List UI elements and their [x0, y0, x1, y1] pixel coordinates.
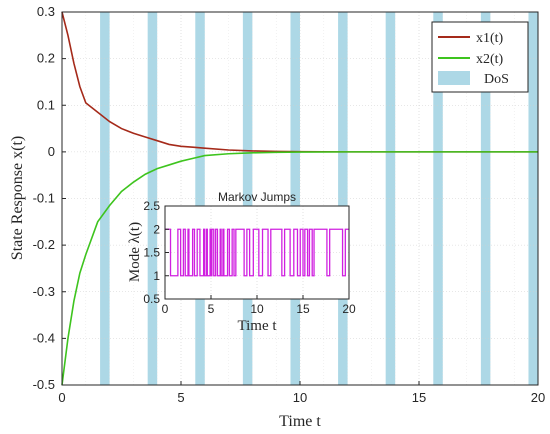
- main-series: [61, 11, 538, 386]
- inset-x-axis-label: Time t: [237, 318, 277, 334]
- main-y-tick-label-3: -0.2: [33, 237, 55, 252]
- inset-y-tick-label-0: 0.5: [143, 292, 160, 306]
- dos-band-6: [385, 12, 396, 385]
- legend-label-x2: x2(t): [476, 52, 504, 67]
- main-y-tick-label-5: 0: [48, 144, 55, 159]
- inset-y-tick-label-3: 2: [153, 222, 160, 236]
- main-y-tick-label-7: 0.2: [37, 51, 55, 66]
- inset-plot: 0 5 10 15 20 0.5 1 1.5 2 2.5: [143, 199, 356, 316]
- inset-series-line-0: [165, 228, 349, 277]
- dos-band-7: [433, 12, 443, 385]
- main-y-tick-label-6: 0.1: [37, 97, 55, 112]
- main-y-ticks: -0.5 -0.4 -0.3 -0.2 -0.1 0 0.1 0.2 0.3: [33, 4, 66, 392]
- main-y-tick-label-4: -0.1: [33, 191, 55, 206]
- legend-label-dos: DoS: [484, 72, 509, 87]
- main-series-line-1: [61, 151, 538, 386]
- main-x-ticks: 0 5 10 15 20: [58, 381, 545, 405]
- inset-series: [165, 228, 349, 277]
- inset-y-axis-label: Mode λ(t): [127, 222, 143, 282]
- inset-x-tick-label-2: 10: [250, 302, 264, 316]
- inset-x-tick-label-4: 20: [342, 302, 356, 316]
- inset-y-tick-label-2: 1.5: [143, 246, 160, 260]
- inset-y-ticks: 0.5 1 1.5 2 2.5: [143, 199, 169, 306]
- legend-label-x1: x1(t): [476, 31, 504, 46]
- inset-title: Markov Jumps: [218, 190, 296, 204]
- dos-band-5: [338, 12, 348, 385]
- inset-x-tick-label-1: 5: [208, 302, 215, 316]
- dos-band-4: [290, 12, 300, 385]
- main-y-tick-label-2: -0.3: [33, 284, 55, 299]
- main-x-tick-label-2: 10: [293, 390, 307, 405]
- dos-band-3: [242, 12, 253, 385]
- main-x-tick-label-0: 0: [58, 390, 65, 405]
- inset-y-tick-label-1: 1: [153, 269, 160, 283]
- main-y-axis-label: State Response x(t): [9, 136, 26, 260]
- main-y-tick-label-0: -0.5: [33, 377, 55, 392]
- legend: x1(t) x2(t) DoS: [431, 21, 529, 93]
- main-y-tick-label-1: -0.4: [33, 330, 55, 345]
- inset-y-tick-label-4: 2.5: [143, 199, 160, 213]
- main-y-tick-label-8: 0.3: [37, 4, 55, 19]
- main-x-tick-label-1: 5: [177, 390, 184, 405]
- inset-x-ticks: 0 5 10 15 20: [162, 295, 356, 316]
- legend-swatch-dos: [438, 71, 470, 85]
- main-x-tick-label-4: 20: [531, 390, 545, 405]
- inset-x-tick-label-3: 15: [296, 302, 310, 316]
- main-x-tick-label-3: 15: [412, 390, 426, 405]
- inset-x-tick-label-0: 0: [162, 302, 169, 316]
- main-x-axis-label: Time t: [279, 413, 321, 430]
